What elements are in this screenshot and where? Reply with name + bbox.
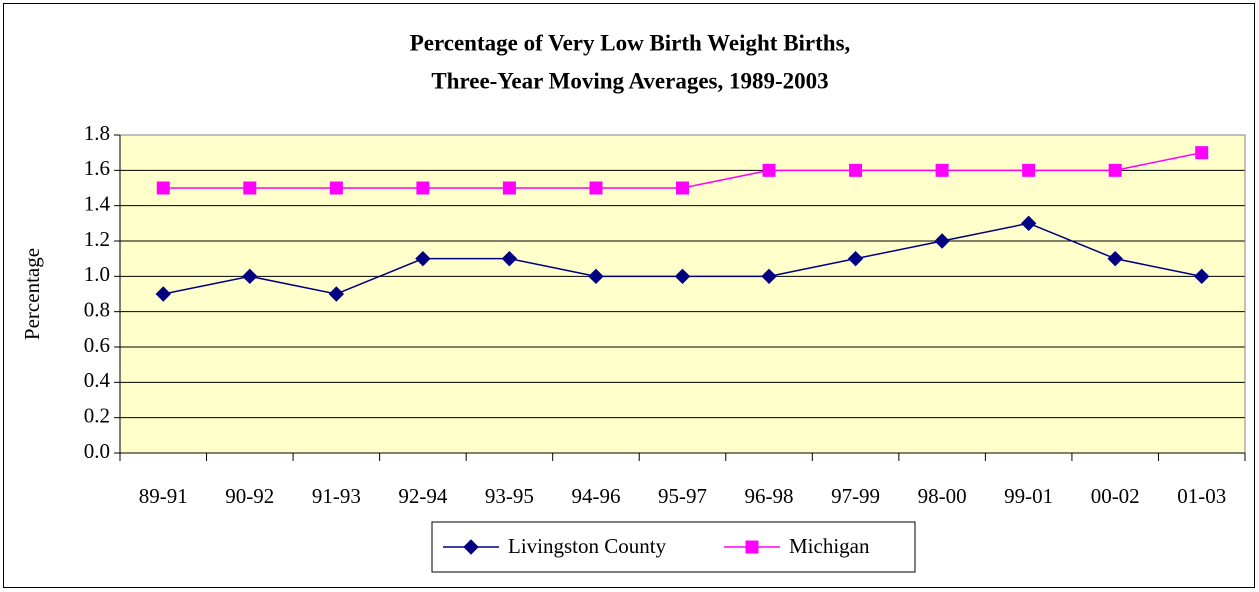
y-tick-label: 0.2 — [84, 403, 110, 427]
y-axis-label: Percentage — [20, 248, 44, 340]
x-tick-label: 96-98 — [745, 484, 794, 508]
x-tick-label: 01-03 — [1177, 484, 1226, 508]
data-point — [243, 181, 257, 195]
y-tick-label: 1.8 — [84, 121, 110, 145]
data-point — [676, 181, 689, 195]
data-point — [1108, 163, 1122, 177]
x-tick-label: 91-93 — [312, 484, 361, 508]
x-tick-label: 95-97 — [658, 484, 707, 508]
x-tick-label: 89-91 — [139, 484, 188, 508]
data-point — [761, 268, 777, 285]
x-tick-label: 99-01 — [1004, 484, 1053, 508]
x-tick-label: 98-00 — [918, 484, 967, 508]
legend-marker — [745, 540, 759, 554]
x-tick-label: 97-99 — [831, 484, 880, 508]
data-point — [1194, 268, 1210, 285]
data-point — [762, 163, 776, 177]
data-point — [934, 233, 950, 249]
data-point — [589, 181, 603, 195]
data-point — [588, 268, 604, 285]
legend-label: Livingston County — [508, 534, 667, 558]
data-point — [329, 181, 343, 195]
y-tick-label: 0.8 — [84, 297, 110, 321]
data-point — [1022, 163, 1036, 177]
legend-marker — [463, 539, 479, 555]
data-point — [1195, 146, 1209, 160]
data-point — [502, 181, 516, 195]
x-tick-label: 92-94 — [398, 484, 447, 508]
y-tick-label: 0.6 — [84, 333, 110, 357]
y-tick-label: 1.0 — [84, 262, 110, 286]
chart-title: Percentage of Very Low Birth Weight Birt… — [410, 30, 851, 55]
y-tick-label: 0.4 — [84, 368, 111, 392]
legend-label: Michigan — [789, 534, 870, 558]
data-point — [328, 286, 345, 302]
x-tick-label: 93-95 — [485, 484, 534, 508]
x-tick-label: 90-92 — [225, 484, 274, 508]
data-point — [156, 181, 170, 195]
data-point — [1107, 250, 1123, 267]
data-point — [415, 250, 431, 267]
y-tick-label: 1.2 — [84, 227, 110, 251]
x-tick-label: 94-96 — [571, 484, 620, 508]
data-point — [1020, 215, 1037, 232]
chart-title: Three-Year Moving Averages, 1989-2003 — [431, 68, 828, 93]
data-point — [847, 250, 864, 267]
y-tick-label: 1.6 — [84, 156, 110, 180]
data-point — [242, 268, 258, 285]
x-tick-label: 00-02 — [1091, 484, 1140, 508]
y-tick-label: 1.4 — [84, 191, 111, 215]
data-point — [416, 181, 430, 195]
legend-box — [431, 521, 916, 573]
data-point — [935, 163, 949, 177]
data-point — [155, 286, 171, 302]
data-point — [501, 250, 518, 267]
y-tick-label: 0.0 — [84, 439, 110, 463]
data-point — [674, 268, 691, 285]
data-point — [849, 163, 863, 177]
